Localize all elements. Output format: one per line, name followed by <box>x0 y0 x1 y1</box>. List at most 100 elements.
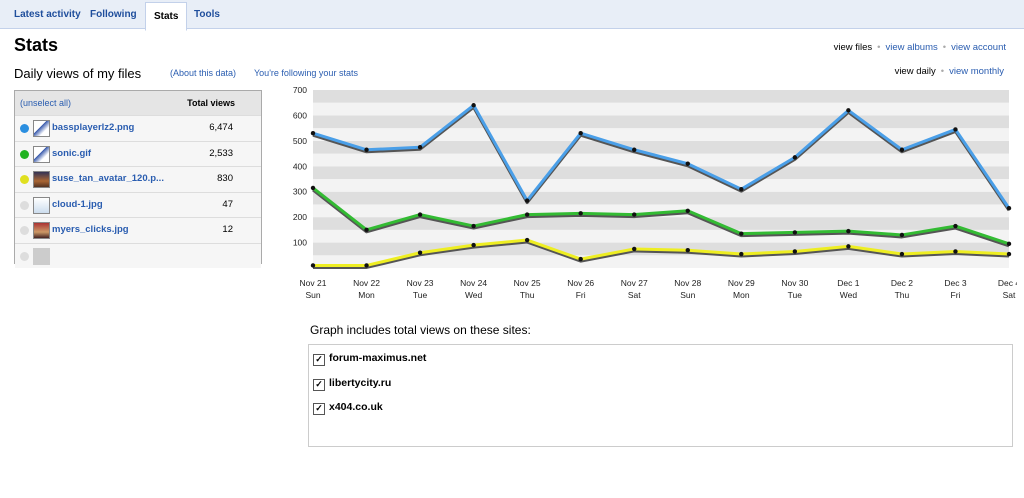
file-name-link[interactable]: sonic.gif <box>52 147 92 159</box>
data-point <box>953 223 958 229</box>
grid-band <box>313 217 1009 230</box>
data-point <box>792 230 798 235</box>
x-tick-label: Dec 4 <box>998 278 1017 288</box>
x-tick-day-label: Mon <box>733 290 750 300</box>
x-tick-label: Nov 25 <box>514 278 541 288</box>
tab-tools[interactable]: Tools <box>194 9 220 20</box>
data-point <box>578 256 583 262</box>
x-tick-day-label: Sat <box>1003 290 1016 300</box>
file-row[interactable]: bassplayerlz2.png 6,474 <box>15 115 261 141</box>
file-name-link[interactable]: suse_tan_avatar_120.p... <box>52 173 164 184</box>
data-point <box>578 211 583 216</box>
views-chart: 700 600 500 400 300 200 100 Nov 21 Sun Nov 22 Mon N… <box>282 85 1021 316</box>
series-line <box>312 186 1010 246</box>
site-name: forum-maximus.net <box>329 352 427 364</box>
data-point <box>310 263 316 268</box>
file-views: 2,533 <box>209 147 233 159</box>
file-thumbnail-placeholder <box>33 247 50 265</box>
data-point <box>953 249 958 254</box>
data-point <box>899 232 905 238</box>
data-point <box>685 161 690 166</box>
grid-band <box>313 179 1009 192</box>
file-row[interactable]: sonic.gif 2,533 <box>15 140 261 166</box>
site-item[interactable]: ✓ libertycity.ru <box>313 377 391 391</box>
x-tick-day-label: Tue <box>788 290 803 300</box>
x-tick-label: Nov 23 <box>407 278 434 288</box>
nav-separator: • <box>942 42 947 53</box>
series-color-dot[interactable] <box>20 200 29 210</box>
site-checkbox[interactable]: ✓ <box>313 379 325 391</box>
series-color-dot[interactable] <box>20 226 29 235</box>
x-tick-label: Nov 24 <box>460 278 487 288</box>
file-row[interactable]: suse_tan_avatar_120.p... 830 <box>15 166 261 192</box>
series-color-dot[interactable] <box>20 149 29 159</box>
series-color-dot <box>20 251 29 261</box>
data-point <box>310 185 316 191</box>
data-point <box>899 251 905 257</box>
file-name-link[interactable]: myers_clicks.jpg <box>52 224 129 235</box>
x-tick-label: Nov 28 <box>674 278 701 288</box>
file-name-link[interactable]: bassplayerlz2.png <box>52 122 135 133</box>
data-point <box>364 263 369 268</box>
tab-stats[interactable]: Stats <box>145 2 188 31</box>
view-account-link[interactable]: view account <box>951 42 1006 53</box>
x-tick-label: Nov 22 <box>353 278 380 288</box>
file-name-link[interactable]: cloud-1.jpg <box>52 198 103 210</box>
grid-band <box>313 166 1009 179</box>
x-tick-day-label: Fri <box>576 290 586 300</box>
data-point <box>524 237 530 243</box>
view-files-current: view files <box>833 42 873 53</box>
view-albums-link[interactable]: view albums <box>885 42 938 53</box>
total-views-header: Total views <box>187 98 235 108</box>
site-name: libertycity.ru <box>329 377 392 389</box>
data-point <box>310 131 316 136</box>
data-point <box>739 186 744 192</box>
data-point <box>1006 206 1012 211</box>
data-point <box>471 223 476 229</box>
data-point <box>417 212 423 217</box>
data-point <box>632 212 637 217</box>
page-title: Stats <box>14 35 59 55</box>
data-point <box>739 231 744 236</box>
y-tick-label: 500 <box>293 136 307 146</box>
data-point <box>417 250 423 255</box>
site-item[interactable]: ✓ x404.co.uk <box>313 401 383 415</box>
x-tick-label: Dec 2 <box>891 278 913 288</box>
view-monthly-link[interactable]: view monthly <box>949 66 1004 77</box>
grid-band <box>313 255 1009 268</box>
data-point <box>953 127 958 132</box>
file-row[interactable]: cloud-1.jpg 47 <box>15 191 261 217</box>
x-tick-day-label: Sat <box>628 290 641 300</box>
site-checkbox[interactable]: ✓ <box>313 403 325 415</box>
tab-following[interactable]: Following <box>90 9 137 20</box>
x-tick-label: Nov 21 <box>300 278 327 288</box>
about-data-link[interactable]: (About this data) <box>170 68 237 78</box>
y-tick-label: 700 <box>293 86 307 95</box>
data-point <box>792 249 798 254</box>
x-tick-day-label: Mon <box>358 290 375 300</box>
x-tick-day-label: Wed <box>840 290 858 300</box>
grid-band <box>313 102 1009 116</box>
data-point <box>632 147 637 152</box>
unselect-all-link[interactable]: (unselect all) <box>20 98 72 108</box>
subtitle: Daily views of my files <box>14 66 142 81</box>
data-point <box>846 108 851 113</box>
y-tick-label: 300 <box>293 187 307 197</box>
x-tick-label: Nov 27 <box>621 278 648 288</box>
sites-title: Graph includes total views on these site… <box>310 323 531 337</box>
series-color-dot[interactable] <box>20 124 29 133</box>
following-stats-link[interactable]: You're following your stats <box>254 68 358 78</box>
nav-separator: • <box>940 66 945 77</box>
series-line-shadow <box>312 188 1010 248</box>
data-point <box>1006 241 1012 247</box>
x-tick-day-label: Thu <box>520 290 535 300</box>
views-chart-svg: 700 600 500 400 300 200 100 Nov 21 Sun Nov 22 Mon N… <box>293 85 1021 300</box>
series-color-dot[interactable] <box>20 175 29 184</box>
file-list: (unselect all) Total views bassplayerlz2… <box>14 90 262 268</box>
data-point <box>524 198 530 203</box>
data-point <box>471 103 476 108</box>
site-item[interactable]: ✓ forum-maximus.net <box>313 352 426 366</box>
site-checkbox[interactable]: ✓ <box>313 354 325 366</box>
file-row[interactable]: myers_clicks.jpg 12 <box>15 217 261 243</box>
tab-latest-activity[interactable]: Latest activity <box>14 9 81 20</box>
